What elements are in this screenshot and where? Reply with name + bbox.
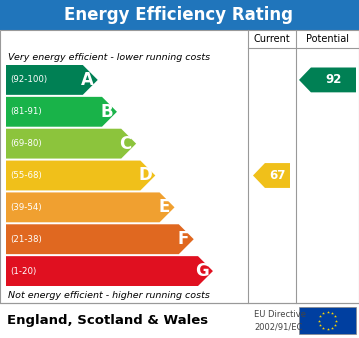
Polygon shape xyxy=(6,97,117,127)
Bar xyxy=(0,303,359,338)
Text: (21-38): (21-38) xyxy=(10,235,42,244)
Text: Potential: Potential xyxy=(306,34,349,44)
Text: D: D xyxy=(138,167,152,185)
Text: Not energy efficient - higher running costs: Not energy efficient - higher running co… xyxy=(8,291,210,300)
Bar xyxy=(0,30,359,303)
Text: 92: 92 xyxy=(325,73,342,87)
Polygon shape xyxy=(6,65,98,95)
Polygon shape xyxy=(6,129,136,159)
Text: G: G xyxy=(196,262,209,280)
Text: (81-91): (81-91) xyxy=(10,107,42,116)
Polygon shape xyxy=(6,161,155,190)
Text: B: B xyxy=(100,103,113,121)
Text: EU Directive: EU Directive xyxy=(254,310,306,319)
Text: (1-20): (1-20) xyxy=(10,267,36,275)
Text: F: F xyxy=(178,230,189,248)
Text: England, Scotland & Wales: England, Scotland & Wales xyxy=(7,314,208,327)
Text: A: A xyxy=(81,71,94,89)
Text: Very energy efficient - lower running costs: Very energy efficient - lower running co… xyxy=(8,52,210,62)
Polygon shape xyxy=(253,163,290,188)
Text: (39-54): (39-54) xyxy=(10,203,42,212)
Polygon shape xyxy=(299,68,356,92)
Bar xyxy=(0,0,359,30)
Text: (69-80): (69-80) xyxy=(10,139,42,148)
Text: 2002/91/EC: 2002/91/EC xyxy=(254,323,302,332)
Polygon shape xyxy=(6,256,213,286)
Polygon shape xyxy=(6,224,194,254)
Text: (92-100): (92-100) xyxy=(10,75,47,84)
Polygon shape xyxy=(6,192,174,222)
Text: 67: 67 xyxy=(269,169,286,182)
Text: C: C xyxy=(120,135,132,153)
Text: Current: Current xyxy=(253,34,290,44)
Bar xyxy=(299,307,356,334)
Text: Energy Efficiency Rating: Energy Efficiency Rating xyxy=(65,6,294,24)
Text: (55-68): (55-68) xyxy=(10,171,42,180)
Text: E: E xyxy=(158,198,170,216)
